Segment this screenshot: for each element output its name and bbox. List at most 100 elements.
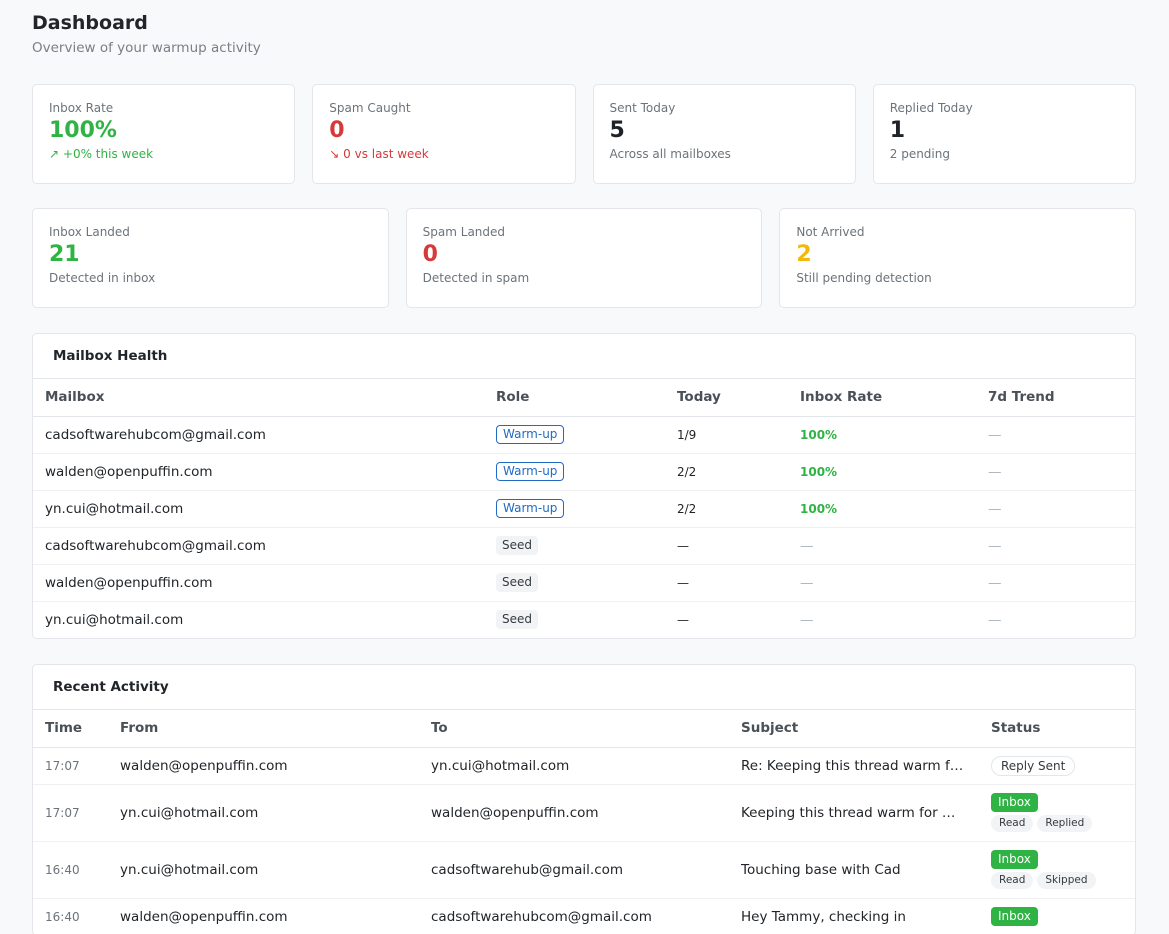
stat-sub-text: +0% this week [62, 147, 154, 161]
status-chip: Skipped [1037, 872, 1096, 889]
column-header[interactable]: To [419, 710, 729, 748]
activity-to: yn.cui@hotmail.com [419, 747, 729, 785]
table-row[interactable]: 16:40 yn.cui@hotmail.com cadsoftwarehub@… [33, 841, 1135, 899]
status-badge: Inbox [991, 850, 1038, 869]
column-header[interactable]: Inbox Rate [788, 379, 976, 417]
column-header[interactable]: Status [979, 710, 1135, 748]
mailbox-address: yn.cui@hotmail.com [45, 611, 184, 628]
table-row[interactable]: walden@openpuffin.com Warm-up 2/2 100% — [33, 453, 1135, 491]
stat-sub-text: Still pending detection [796, 271, 932, 285]
role-badge: Warm-up [496, 425, 565, 444]
today-count: 1/9 [665, 416, 788, 454]
column-header[interactable]: Today [665, 379, 788, 417]
stat-card-inbox-rate: Inbox Rate 100% ↗ +0% this week [32, 84, 296, 184]
today-count: — [665, 527, 788, 565]
stat-sub-text: 2 pending [889, 147, 950, 161]
inbox-rate: — [800, 611, 814, 628]
stat-label: Not Arrived [796, 225, 865, 239]
activity-subject: Hey Tammy, checking in [741, 908, 906, 925]
activity-time: 16:40 [45, 909, 80, 924]
mailbox-address: walden@openpuffin.com [33, 564, 484, 602]
page-subtitle: Overview of your warmup activity [32, 40, 261, 56]
today-count: — [665, 564, 788, 602]
table-row[interactable]: 17:07 yn.cui@hotmail.com walden@openpuff… [33, 784, 1135, 842]
today-count: — [677, 612, 689, 627]
activity-time: 17:07 [33, 747, 108, 785]
stat-value: 100% [49, 118, 117, 143]
status-badge: Reply Sent [991, 755, 1076, 776]
mailbox-address: walden@openpuffin.com [33, 453, 484, 491]
stat-card-inbox-landed: Inbox Landed 21 Detected in inbox [32, 208, 389, 308]
status-chip: Read [991, 815, 1034, 832]
column-header[interactable]: Subject [729, 710, 979, 748]
stat-label: Spam Landed [422, 225, 506, 239]
panel-title: Mailbox Health [33, 334, 1135, 379]
recent-activity-table: Time From To Subject Status 17:07 walden… [33, 710, 1135, 934]
today-count: 2/2 [665, 490, 788, 528]
role-badge: Seed [496, 536, 538, 555]
table-row[interactable]: 16:40 walden@openpuffin.com cadsoftwareh… [33, 898, 1135, 934]
stat-card-sent-today: Sent Today 5 Across all mailboxes [592, 84, 856, 184]
inbox-rate: — [788, 564, 976, 602]
mailbox-health-table: Mailbox Role Today Inbox Rate 7d Trend c… [33, 379, 1135, 638]
role-badge: Seed [496, 573, 538, 592]
activity-subject: Touching base with Cad [741, 861, 901, 878]
stat-trend: ↗ +0% this week [49, 146, 278, 162]
inbox-rate: 100% [788, 416, 976, 454]
column-header[interactable]: Role [484, 379, 665, 417]
trend-value: — [976, 527, 1135, 565]
stat-label: Sent Today [609, 101, 676, 115]
activity-to: cadsoftwarehubcom@gmail.com [431, 908, 652, 925]
activity-subject: Keeping this thread warm for Walden [741, 804, 967, 821]
stat-sub-text: Detected in inbox [49, 271, 156, 285]
stats-row-bottom: Inbox Landed 21 Detected in inbox Spam L… [32, 208, 1137, 308]
stat-value: 0 [329, 118, 345, 143]
column-header[interactable]: Mailbox [33, 379, 484, 417]
mailbox-address: cadsoftwarehubcom@gmail.com [33, 527, 484, 565]
status-chip: Read [991, 872, 1034, 889]
today-count: 2/2 [665, 453, 788, 491]
table-row[interactable]: 17:07 walden@openpuffin.com yn.cui@hotma… [33, 747, 1135, 785]
activity-from: yn.cui@hotmail.com [108, 841, 419, 899]
table-row[interactable]: cadsoftwarehubcom@gmail.com Warm-up 1/9 … [33, 416, 1135, 454]
recent-activity-panel: Recent Activity Time From To Subject Sta… [32, 664, 1136, 934]
role-badge: Warm-up [496, 462, 565, 481]
stat-value: 21 [49, 242, 80, 267]
activity-to: walden@openpuffin.com [419, 784, 729, 842]
inbox-rate: — [788, 527, 976, 565]
role-badge: Warm-up [496, 499, 565, 518]
status-chip: Replied [1037, 815, 1093, 832]
stat-value: 5 [609, 118, 625, 143]
stat-sub-text: Detected in spam [422, 271, 530, 285]
trend-value: — [976, 564, 1135, 602]
stat-label: Replied Today [889, 101, 973, 115]
stat-card-spam-caught: Spam Caught 0 ↘ 0 vs last week [312, 84, 576, 184]
stat-sub-text: 0 vs last week [343, 147, 429, 161]
table-row[interactable]: cadsoftwarehubcom@gmail.com Seed — — — [33, 527, 1135, 565]
column-header[interactable]: From [108, 710, 419, 748]
stat-value: 0 [422, 242, 438, 267]
stat-label: Spam Caught [329, 101, 411, 115]
page-title: Dashboard [32, 12, 148, 34]
trend-value: — [976, 490, 1135, 528]
column-header[interactable]: Time [33, 710, 108, 748]
table-row[interactable]: yn.cui@hotmail.com Warm-up 2/2 100% — [33, 490, 1135, 528]
mailbox-address: cadsoftwarehubcom@gmail.com [33, 416, 484, 454]
activity-to: cadsoftwarehub@gmail.com [419, 841, 729, 899]
activity-time: 17:07 [33, 784, 108, 842]
trend-value: — [976, 416, 1135, 454]
column-header[interactable]: 7d Trend [976, 379, 1135, 417]
trend-value: — [988, 611, 1002, 628]
mailbox-address: yn.cui@hotmail.com [33, 490, 484, 528]
activity-subject: Re: Keeping this thread warm for Walden [741, 757, 967, 774]
mailbox-health-panel: Mailbox Health Mailbox Role Today Inbox … [32, 333, 1136, 639]
status-badge: Inbox [991, 793, 1038, 812]
trend-value: — [976, 453, 1135, 491]
table-row[interactable]: yn.cui@hotmail.com Seed — — — [33, 601, 1135, 638]
stat-label: Inbox Rate [49, 101, 114, 115]
table-row[interactable]: walden@openpuffin.com Seed — — — [33, 564, 1135, 602]
stat-sub-text: Across all mailboxes [609, 147, 731, 161]
activity-time: 16:40 [33, 841, 108, 899]
activity-from: walden@openpuffin.com [120, 908, 288, 925]
activity-from: yn.cui@hotmail.com [108, 784, 419, 842]
